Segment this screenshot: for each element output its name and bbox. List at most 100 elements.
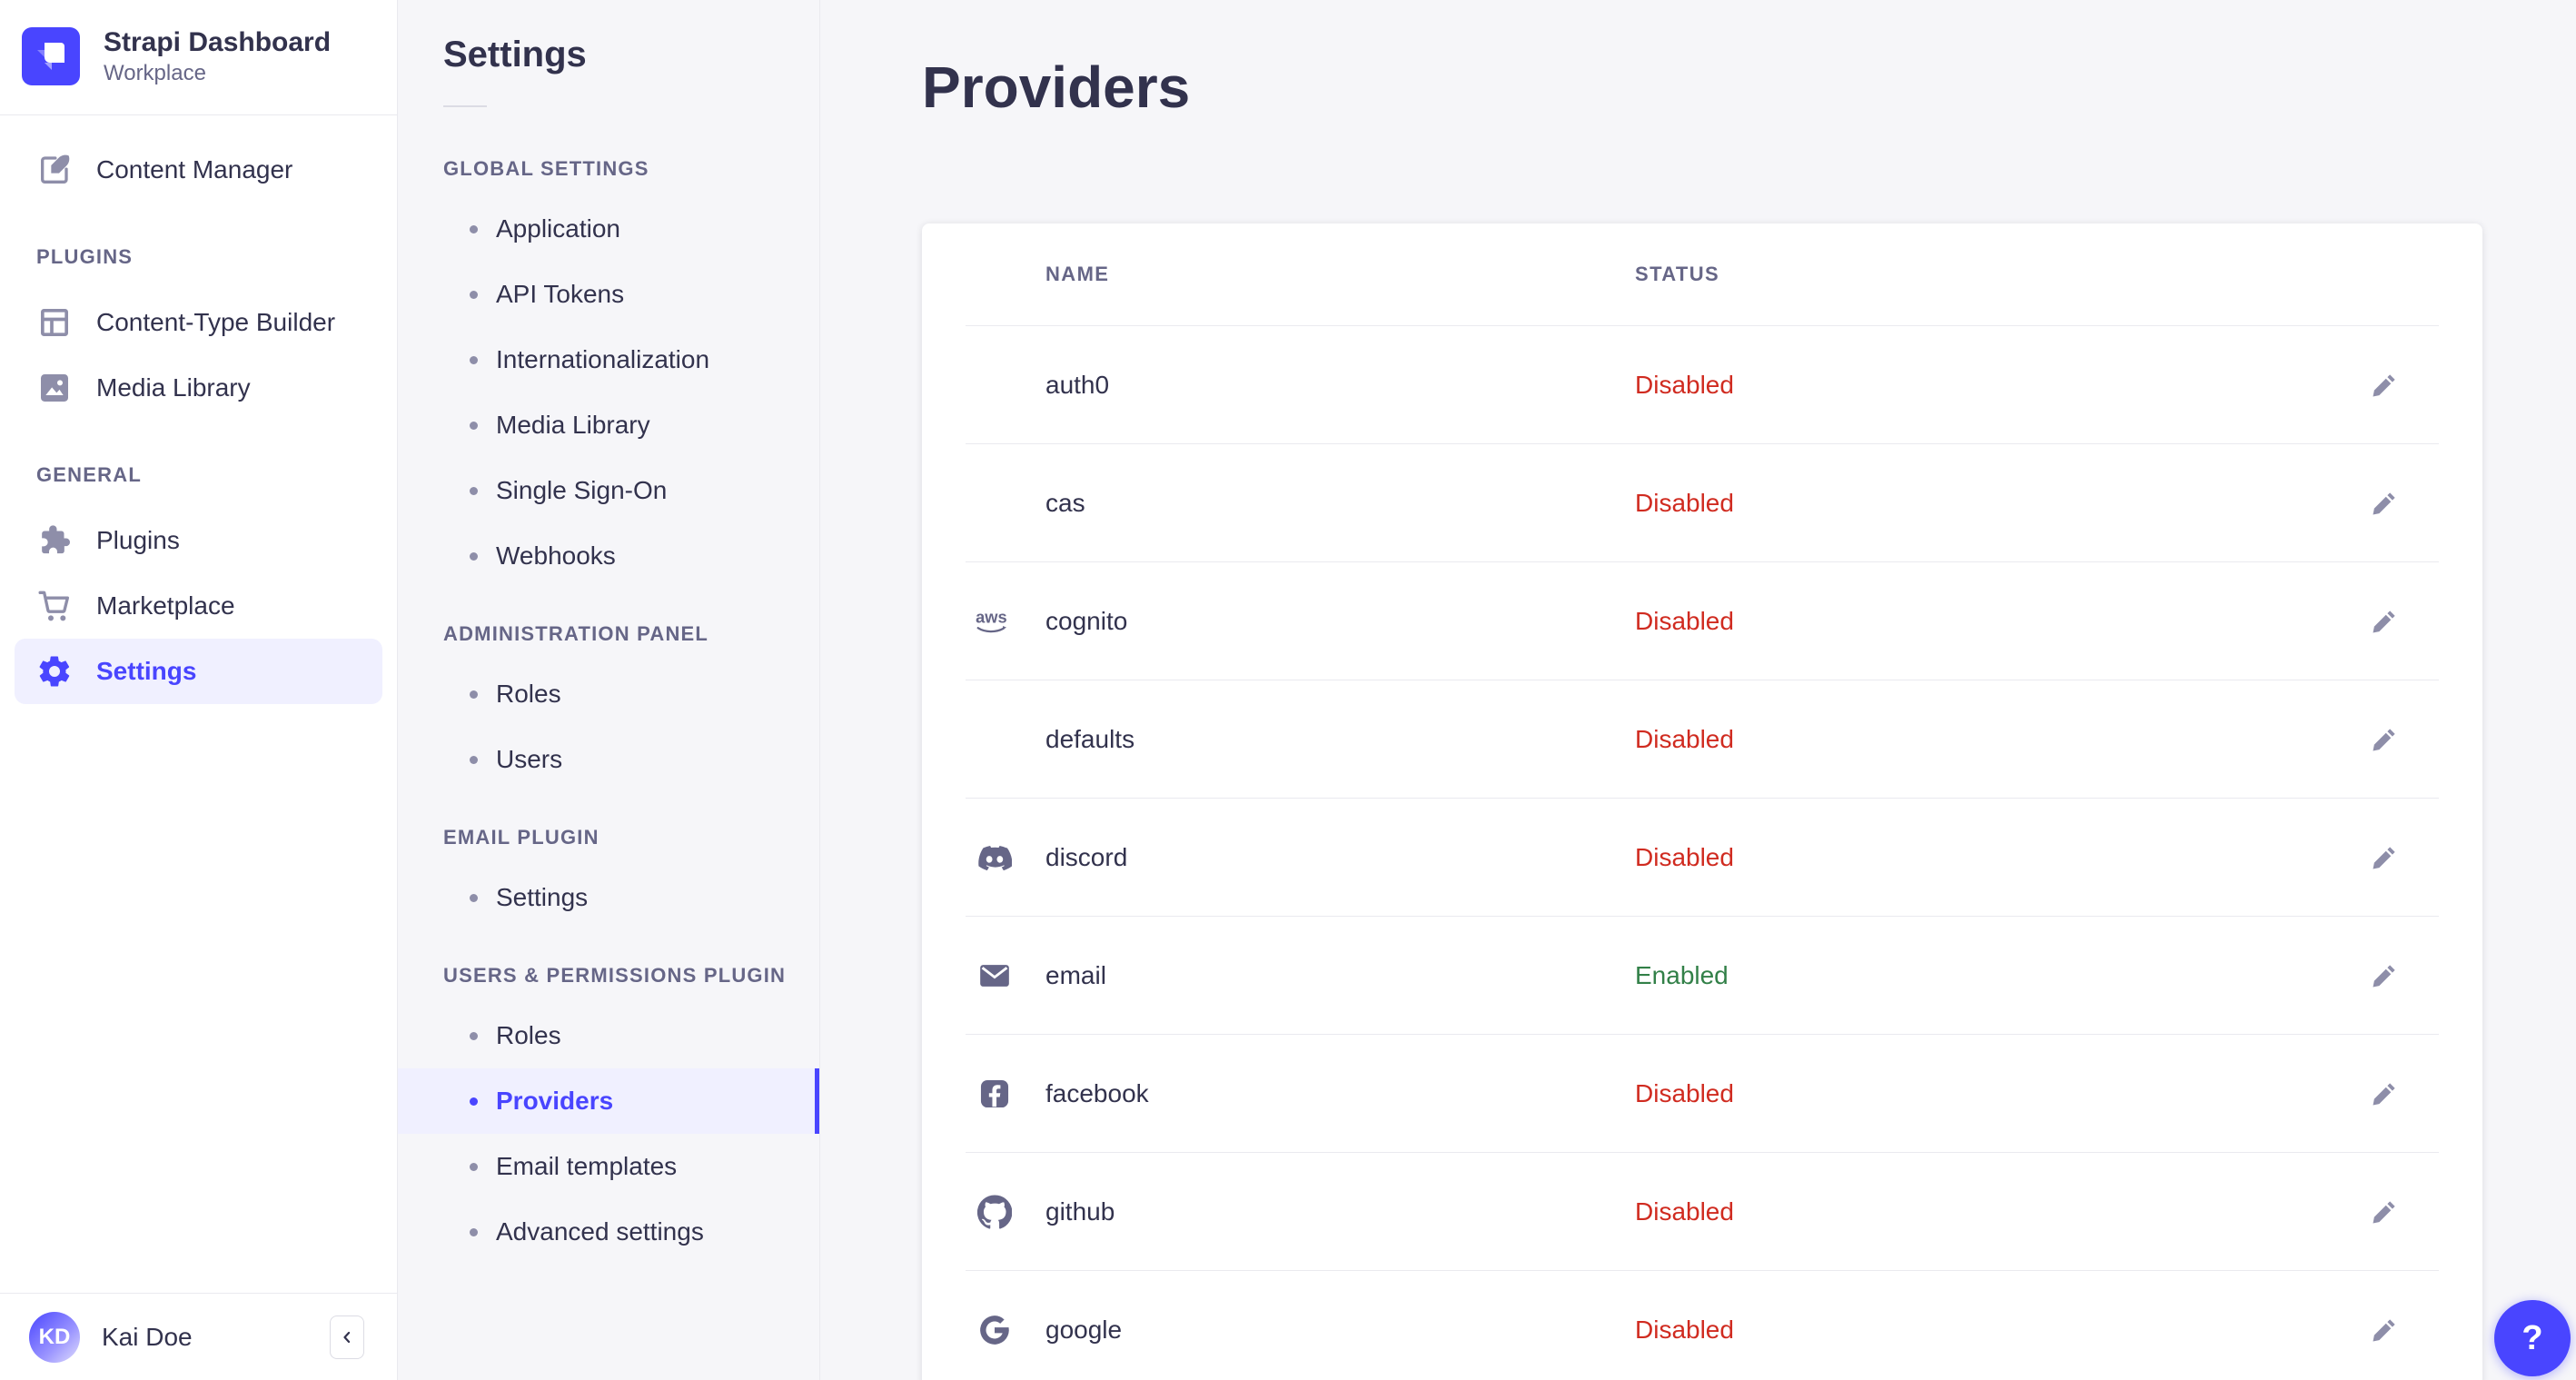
- subnav-item-roles[interactable]: Roles: [398, 1003, 819, 1068]
- subnav-item-roles[interactable]: Roles: [398, 661, 819, 727]
- edit-auth0-button[interactable]: [2363, 364, 2405, 406]
- pencil-icon: [2371, 726, 2398, 753]
- pencil-icon: [2371, 844, 2398, 871]
- sidebar-item-plugins[interactable]: Plugins: [15, 508, 382, 573]
- github-icon: [966, 1194, 1024, 1229]
- provider-name: auth0: [1045, 370, 1110, 399]
- svg-text:aws: aws: [976, 607, 1007, 626]
- edit-github-button[interactable]: [2363, 1191, 2405, 1233]
- pencil-icon: [2371, 1316, 2398, 1344]
- provider-row-github[interactable]: github Disabled: [966, 1152, 2439, 1270]
- edit-cognito-button[interactable]: [2363, 601, 2405, 642]
- pencil-icon: [2371, 490, 2398, 517]
- sidebar-divider: [0, 114, 397, 115]
- subnav-item-application[interactable]: Application: [398, 196, 819, 262]
- user-name: Kai Doe: [102, 1322, 193, 1351]
- aws-icon: aws: [966, 606, 1024, 637]
- provider-row-facebook[interactable]: facebook Disabled: [966, 1034, 2439, 1152]
- subnav-section-users-permissions-plugin: USERS & PERMISSIONS PLUGIN Roles Providers…: [398, 956, 819, 1265]
- row-actions: [2330, 1191, 2439, 1233]
- provider-row-auth0[interactable]: auth0 Disabled: [966, 325, 2439, 443]
- status-badge: Enabled: [1635, 960, 1729, 989]
- status-badge: Disabled: [1635, 606, 1734, 635]
- sidebar-footer: KD Kai Doe: [0, 1293, 397, 1380]
- settings-subnav: Settings GLOBAL SETTINGS Application API T…: [398, 0, 820, 1380]
- avatar[interactable]: KD: [29, 1311, 80, 1363]
- pencil-icon: [2371, 962, 2398, 989]
- subnav-item-media-library[interactable]: Media Library: [398, 392, 819, 458]
- status-badge: Disabled: [1635, 842, 1734, 871]
- provider-row-google[interactable]: google Disabled: [966, 1270, 2439, 1380]
- sidebar-item-settings[interactable]: Settings: [15, 639, 382, 704]
- provider-row-defaults[interactable]: defaults Disabled: [966, 680, 2439, 798]
- google-icon: [966, 1313, 1024, 1347]
- discord-icon: [966, 840, 1024, 875]
- subnav-item-users[interactable]: Users: [398, 727, 819, 792]
- puzzle-icon: [36, 522, 73, 559]
- subnav-item-settings[interactable]: Settings: [398, 865, 819, 930]
- page-title: Providers: [922, 55, 1191, 120]
- provider-name: cas: [1045, 488, 1085, 517]
- subnav-heading-administration-panel: ADMINISTRATION PANEL: [443, 622, 709, 645]
- row-actions: [2330, 955, 2439, 997]
- status-badge: Disabled: [1635, 1078, 1734, 1107]
- subnav-item-advanced-settings[interactable]: Advanced settings: [398, 1199, 819, 1265]
- provider-name: github: [1045, 1196, 1115, 1226]
- facebook-icon: [966, 1077, 1024, 1111]
- subnav-heading-users-permissions-plugin: USERS & PERMISSIONS PLUGIN: [443, 964, 787, 987]
- sidebar-section-general: GENERAL: [36, 463, 142, 486]
- main-content: Providers NAME STATUS auth0 Disabled cas Di…: [820, 0, 2576, 1380]
- pencil-icon: [2371, 372, 2398, 399]
- table-body: auth0 Disabled cas Disabled aws cognito Disabl…: [922, 325, 2482, 1380]
- edit-google-button[interactable]: [2363, 1309, 2405, 1351]
- grid-icon: [36, 304, 73, 341]
- edit-defaults-button[interactable]: [2363, 719, 2405, 760]
- pencil-icon: [2371, 1198, 2398, 1226]
- subnav-item-internationalization[interactable]: Internationalization: [398, 327, 819, 392]
- subnav-item-single-sign-on[interactable]: Single Sign-On: [398, 458, 819, 523]
- image-icon: [36, 370, 73, 406]
- edit-email-button[interactable]: [2363, 955, 2405, 997]
- provider-name: defaults: [1045, 724, 1135, 753]
- subnav-heading-global-settings: GLOBAL SETTINGS: [443, 157, 649, 180]
- subnav-item-providers[interactable]: Providers: [398, 1068, 819, 1134]
- edit-cas-button[interactable]: [2363, 482, 2405, 524]
- provider-row-discord[interactable]: discord Disabled: [966, 798, 2439, 916]
- cart-icon: [36, 588, 73, 624]
- brand: Strapi Dashboard Workplace: [0, 0, 397, 114]
- status-badge: Disabled: [1635, 370, 1734, 399]
- sidebar-item-media-library[interactable]: Media Library: [15, 355, 382, 421]
- column-header-name: NAME: [1045, 263, 1110, 285]
- subnav-item-email-templates[interactable]: Email templates: [398, 1134, 819, 1199]
- subnav-items: Settings: [398, 865, 819, 930]
- sidebar-section-plugins: PLUGINS: [36, 245, 134, 268]
- brand-workspace: Workplace: [104, 61, 206, 85]
- subnav-item-api-tokens[interactable]: API Tokens: [398, 262, 819, 327]
- subnav-items: Roles Users: [398, 661, 819, 792]
- provider-row-cas[interactable]: cas Disabled: [966, 443, 2439, 561]
- status-badge: Disabled: [1635, 724, 1734, 753]
- subnav-items: Application API Tokens Internationalizatio…: [398, 196, 819, 589]
- row-actions: [2330, 719, 2439, 760]
- subnav-sections: GLOBAL SETTINGS Application API Tokens Inte…: [398, 149, 819, 1265]
- sidebar-collapse-button[interactable]: [330, 1315, 364, 1359]
- subnav-heading-email-plugin: EMAIL PLUGIN: [443, 826, 599, 849]
- sidebar-item-label: Settings: [96, 657, 197, 685]
- row-actions: [2330, 1073, 2439, 1115]
- sidebar-item-content-type-builder[interactable]: Content-Type Builder: [15, 290, 382, 355]
- help-button[interactable]: ?: [2494, 1300, 2571, 1376]
- row-actions: [2330, 601, 2439, 642]
- subnav-item-webhooks[interactable]: Webhooks: [398, 523, 819, 589]
- edit-discord-button[interactable]: [2363, 837, 2405, 879]
- subnav-title: Settings: [443, 35, 587, 74]
- strapi-logo-icon: [22, 27, 80, 85]
- provider-name: facebook: [1045, 1078, 1149, 1107]
- provider-row-email[interactable]: email Enabled: [966, 916, 2439, 1034]
- sidebar-item-marketplace[interactable]: Marketplace: [15, 573, 382, 639]
- sidebar-item-content-manager[interactable]: Content Manager: [15, 137, 382, 203]
- gear-icon: [36, 653, 73, 690]
- subnav-divider: [443, 105, 487, 107]
- provider-row-cognito[interactable]: aws cognito Disabled: [966, 561, 2439, 680]
- sidebar-item-label: Marketplace: [96, 591, 235, 620]
- edit-facebook-button[interactable]: [2363, 1073, 2405, 1115]
